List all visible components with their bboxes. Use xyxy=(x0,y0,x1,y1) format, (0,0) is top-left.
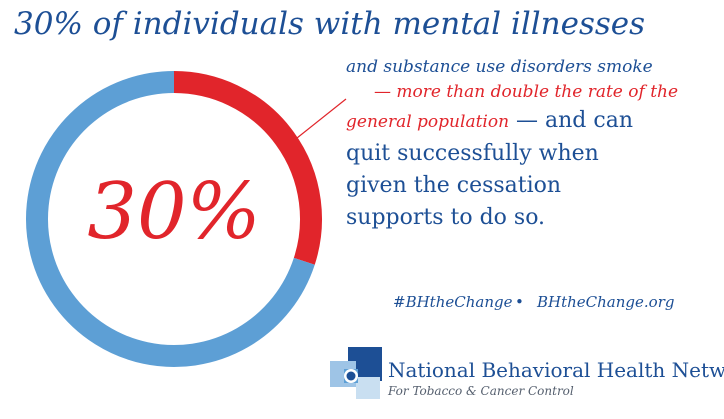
logo-squares-icon xyxy=(330,347,382,399)
body-line-1: and substance use disorders smoke xyxy=(346,57,653,77)
donut-segment-highlight xyxy=(173,71,322,265)
website-text: BHtheChange.org xyxy=(537,293,675,311)
body-line-4: quit successfully when xyxy=(346,141,599,166)
and-can-text: — and can xyxy=(509,108,633,133)
percent-label: 30% xyxy=(87,167,261,257)
donut-chart: 30% xyxy=(23,68,325,370)
donut-svg xyxy=(26,71,322,367)
organization-name: National Behavioral Health Network xyxy=(388,358,724,382)
organization-tagline: For Tobacco & Cancer Control xyxy=(388,384,574,398)
body-line-3: general population — and can xyxy=(346,105,718,138)
body-line-2: — more than double the rate of the xyxy=(374,82,679,102)
headline: 30% of individuals with mental illnesses xyxy=(14,6,646,42)
organization-logo: National Behavioral Health Network For T… xyxy=(330,347,724,407)
description-text: and substance use disorders smoke — more… xyxy=(346,55,718,234)
body-line-5: given the cessation xyxy=(346,173,562,198)
hashtag-text: #BHtheChange xyxy=(393,293,513,311)
bullet-separator: • xyxy=(515,293,524,311)
donut-segment-remaining xyxy=(26,71,315,367)
body-line-6: supports to do so. xyxy=(346,205,546,230)
general-population-text: general population xyxy=(346,112,510,132)
